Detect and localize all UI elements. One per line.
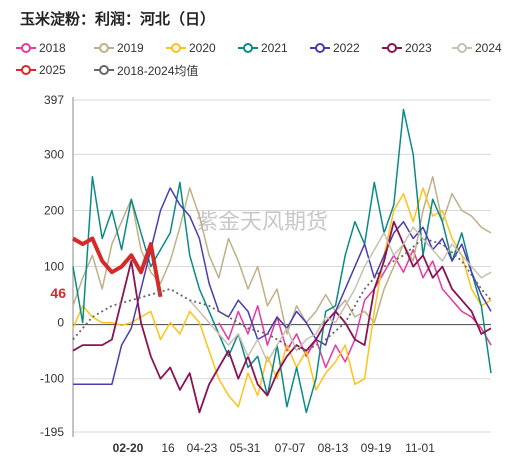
y-tick-label: 100: [44, 260, 64, 274]
x-tick-labels: 02-20 16 04-23 05-31 07-07 08-13 09-19 11-01: [113, 441, 436, 455]
legend-label: 2018-2024均值: [117, 63, 199, 78]
legend-marker-icon: [166, 40, 186, 56]
legend-item-2018[interactable]: 2018: [16, 40, 66, 56]
y-tick-label: 0: [57, 316, 64, 330]
x-tick-label: 05-31: [230, 441, 261, 455]
series-line-2022[interactable]: [73, 187, 492, 386]
legend-label: 2025: [39, 63, 66, 77]
legend-marker-icon: [382, 40, 402, 56]
chart-title: 玉米淀粉：利润：河北（日）: [20, 10, 216, 28]
legend-marker-icon: [16, 62, 36, 78]
legend-marker-icon: [94, 62, 114, 78]
legend-item-2023[interactable]: 2023: [382, 40, 432, 56]
series-line-2020[interactable]: [72, 187, 492, 408]
legend-item-2022[interactable]: 2022: [310, 40, 360, 56]
legend-marker-icon: [310, 40, 330, 56]
y-tick-label: -195: [40, 425, 64, 439]
x-tick-label: 07-07: [275, 441, 306, 455]
legend-label: 2023: [405, 41, 432, 55]
series-layer: [72, 108, 492, 414]
legend-item-2025[interactable]: 2025: [16, 62, 66, 78]
x-tick-label: 09-19: [361, 441, 392, 455]
legend-marker-icon: [238, 40, 258, 56]
legend-label: 2024: [475, 41, 502, 55]
series-line-2023[interactable]: [72, 220, 492, 414]
legend-label: 2021: [261, 41, 288, 55]
legend-item-2020[interactable]: 2020: [166, 40, 216, 56]
series-line-2021[interactable]: [72, 108, 492, 414]
series-line-2019[interactable]: [72, 176, 492, 335]
y-tick-label: 397: [44, 93, 64, 107]
legend-label: 2020: [189, 41, 216, 55]
x-tick-label: 11-01: [405, 441, 435, 455]
x-tick-label: 04-23: [187, 441, 218, 455]
x-tick-label: 08-13: [318, 441, 349, 455]
legend-item-2021[interactable]: 2021: [238, 40, 288, 56]
watermark: 紫金天风期货: [196, 210, 328, 235]
current-value-label: 46: [50, 285, 66, 301]
legend-item-average[interactable]: 2018-2024均值: [94, 62, 198, 78]
legend-label: 2019: [117, 41, 144, 55]
series-line-2025[interactable]: [72, 236, 163, 298]
legend-marker-icon: [94, 40, 114, 56]
legend-item-2024[interactable]: 2024: [452, 40, 502, 56]
x-tick-label: 16: [161, 441, 175, 455]
y-tick-label: -100: [40, 372, 64, 386]
y-tick-label: 300: [44, 147, 64, 161]
legend-marker-icon: [452, 40, 472, 56]
y-tick-label: 200: [44, 203, 64, 217]
legend-label: 2018: [39, 41, 66, 55]
legend-marker-icon: [16, 40, 36, 56]
series-line-2018-2024均值[interactable]: [72, 237, 492, 352]
legend-item-2019[interactable]: 2019: [94, 40, 144, 56]
x-tick-label: 02-20: [113, 441, 144, 455]
y-tick-labels: 397 300 200 100 0 -100 -195: [40, 93, 64, 439]
legend-label: 2022: [333, 41, 360, 55]
series-line-2024[interactable]: [189, 226, 492, 363]
